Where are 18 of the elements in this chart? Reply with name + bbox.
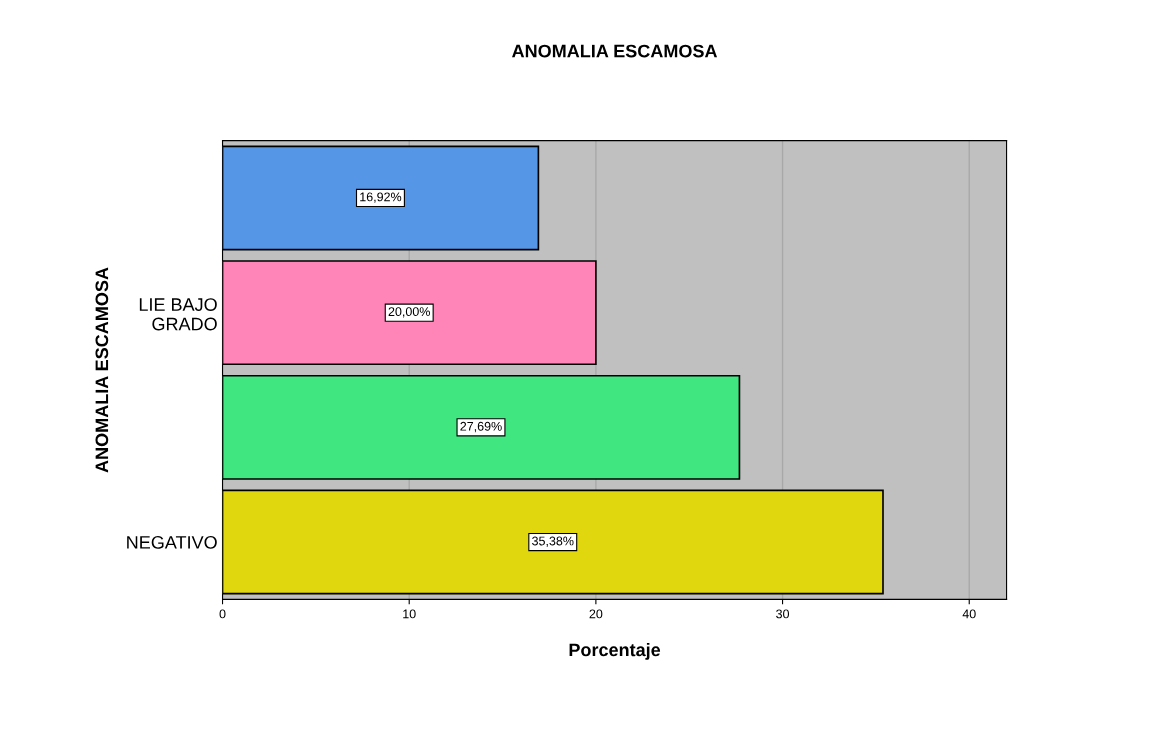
data-label: 16,92% bbox=[360, 192, 402, 203]
x-tick-label: 10 bbox=[403, 609, 416, 619]
bar bbox=[222, 374, 741, 480]
bar bbox=[222, 489, 884, 595]
y-axis-title: ANOMALIA ESCAMOSA bbox=[95, 267, 109, 473]
x-tick-label: 40 bbox=[962, 609, 976, 619]
bar bbox=[222, 260, 597, 366]
data-label: 35,38% bbox=[532, 536, 574, 547]
y-tick-label: NEGATIVO bbox=[127, 535, 217, 549]
x-tick-label: 20 bbox=[589, 609, 603, 619]
bar bbox=[222, 145, 540, 251]
y-tick-label: LIE BAJO GRADO bbox=[139, 298, 217, 331]
data-label: 27,69% bbox=[460, 421, 502, 433]
x-axis-title: Porcentaje bbox=[569, 643, 661, 660]
data-label: 20,00% bbox=[388, 307, 430, 318]
chart-title: ANOMALIA ESCAMOSA bbox=[512, 44, 718, 58]
x-tick-label: 30 bbox=[776, 609, 790, 619]
x-tick-label: 0 bbox=[219, 609, 226, 619]
